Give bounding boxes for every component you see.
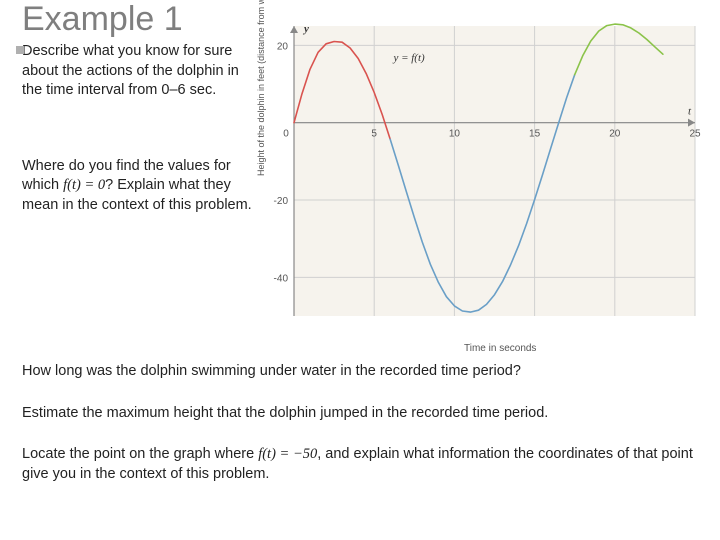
top-section: Describe what you know for sure about th… <box>0 18 720 338</box>
question-1: Describe what you know for sure about th… <box>22 42 257 101</box>
bullet-icon <box>16 46 24 54</box>
svg-text:15: 15 <box>529 129 541 140</box>
svg-text:5: 5 <box>371 129 377 140</box>
svg-text:10: 10 <box>449 129 461 140</box>
svg-text:20: 20 <box>277 41 289 52</box>
question-1-text: Describe what you know for sure about th… <box>22 43 239 98</box>
bottom-question-column: How long was the dolphin swimming under … <box>22 362 698 506</box>
question-5-part1: Locate the point on the graph where <box>22 446 258 462</box>
question-5: Locate the point on the graph where f(t)… <box>22 445 698 484</box>
chart-svg: 5101520250-40-2020yty = f(t) <box>260 18 705 330</box>
svg-text:0: 0 <box>283 129 289 140</box>
x-axis-title: Time in seconds <box>464 343 536 354</box>
svg-text:y: y <box>302 23 309 35</box>
svg-text:25: 25 <box>689 129 701 140</box>
question-2-math: f(t) = 0 <box>63 177 105 193</box>
question-3: How long was the dolphin swimming under … <box>22 362 698 382</box>
question-4: Estimate the maximum height that the dol… <box>22 404 698 424</box>
svg-text:-40: -40 <box>274 273 289 284</box>
svg-text:20: 20 <box>609 129 621 140</box>
chart-area: 5101520250-40-2020yty = f(t) <box>260 18 705 336</box>
left-question-column: Describe what you know for sure about th… <box>22 42 257 271</box>
question-2: Where do you find the values for which f… <box>22 157 257 216</box>
svg-text:-20: -20 <box>274 196 289 207</box>
question-5-math: f(t) = −50 <box>258 446 317 462</box>
svg-text:y = f(t): y = f(t) <box>392 52 425 64</box>
